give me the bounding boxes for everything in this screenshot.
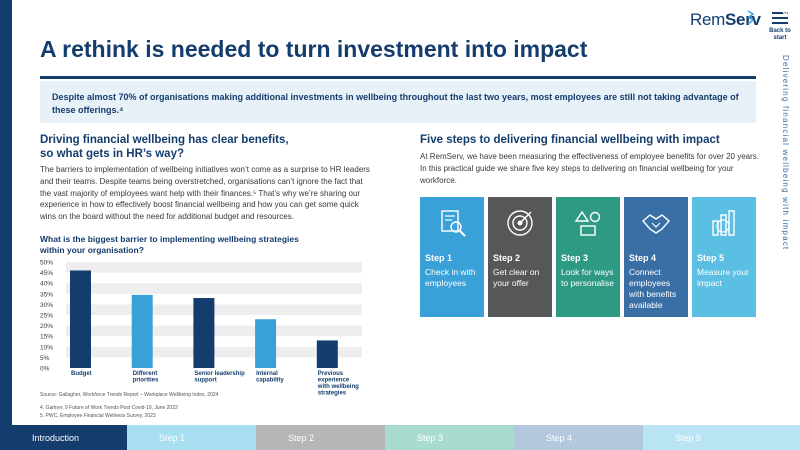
step-text: Get clear on your offer	[493, 267, 540, 288]
back-label-2: start	[773, 35, 787, 41]
x-category-label: Budget	[71, 371, 92, 377]
handshake-icon	[642, 214, 670, 234]
y-tick-label: 5%	[40, 355, 50, 362]
left-heading-line2: so what gets in HR’s way?	[40, 148, 184, 160]
nav-tab-step-2[interactable]: Step 2	[256, 425, 385, 450]
steps-row: Step 1 Check in with employees Step 2 Get c…	[420, 197, 756, 317]
step-title: Step 3	[561, 253, 589, 263]
nav-tab-step-5[interactable]: Step 5	[643, 425, 800, 450]
x-category-label: experience	[318, 378, 350, 384]
y-tick-label: 15%	[40, 334, 53, 341]
footnotes: 4. Gartner, 9 Future of Work Trends Post…	[40, 404, 178, 420]
x-category-label: Different	[133, 371, 158, 377]
y-tick-label: 0%	[40, 366, 50, 373]
left-accent-bar	[0, 0, 12, 425]
x-category-label: Previous	[318, 371, 344, 377]
bar-chart-icon	[712, 210, 735, 236]
nav-tab-step-1[interactable]: Step 1	[127, 425, 256, 450]
x-category-label: strategies	[318, 391, 347, 397]
step-title: Step 4	[629, 253, 657, 263]
bottom-navigation: Introduction Step 1 Step 2 Step 3 Step 4 Step…	[0, 425, 800, 450]
intro-statement: Despite almost 70% of organisations maki…	[40, 81, 756, 123]
bar	[70, 270, 91, 368]
x-category-label: with wellbeing	[317, 384, 359, 390]
y-tick-label: 20%	[40, 323, 53, 330]
chart-title: What is the biggest barrier to implement…	[40, 234, 360, 255]
title-divider	[40, 76, 756, 79]
step-title: Step 1	[425, 253, 453, 263]
step-card-2[interactable]: Step 2 Get clear on your offer	[488, 197, 552, 317]
logo-bold: Serv	[725, 10, 761, 29]
chart-svg: 0% 5% 10% 15% 20% 25% 30% 35% 40% 45% 50% Budget Dif…	[40, 260, 362, 397]
bar	[316, 340, 338, 368]
x-category-label: capability	[256, 378, 284, 384]
step-card-5[interactable]: Step 5 Measure your impact	[692, 197, 756, 317]
nav-tab-step-3[interactable]: Step 3	[385, 425, 514, 450]
y-tick-label: 25%	[40, 313, 53, 320]
left-paragraph: The barriers to implementation of wellbe…	[40, 165, 370, 222]
bar	[255, 319, 277, 368]
step-card-3[interactable]: Step 3 Look for ways to personalise	[556, 197, 620, 317]
menu-icon[interactable]	[772, 12, 788, 24]
logo-regular: Rem	[690, 10, 725, 29]
step-text: Measure your impact	[697, 267, 749, 288]
x-category-label: support	[194, 378, 216, 384]
x-category-label: priorities	[133, 378, 159, 384]
step-card-1[interactable]: Step 1 Check in with employees	[420, 197, 484, 317]
footnote-5: 5. PWC, Employee Financial Wellness Surv…	[40, 413, 156, 419]
y-tick-label: 50%	[40, 260, 53, 267]
nav-tab-introduction[interactable]: Introduction	[0, 425, 127, 450]
step-text: Look for ways to personalise	[561, 267, 614, 288]
side-panel: Back to start Delivering financial wellb…	[760, 0, 800, 425]
y-tick-label: 35%	[40, 291, 53, 298]
x-category-label: Senior leadership	[194, 371, 245, 377]
grid-band	[66, 283, 362, 294]
step-text: Connect employees with benefits availabl…	[629, 267, 677, 310]
barrier-bar-chart: 0% 5% 10% 15% 20% 25% 30% 35% 40% 45% 50% Budget Dif…	[40, 258, 370, 398]
section-vertical-title: Delivering financial wellbeing with impa…	[781, 55, 790, 251]
y-tick-label: 10%	[40, 344, 53, 351]
shapes-icon	[574, 210, 601, 236]
step-title: Step 5	[697, 253, 725, 263]
step-text: Check in with employees	[425, 267, 476, 288]
step-title: Step 2	[493, 253, 521, 263]
footnote-4: 4. Gartner, 9 Future of Work Trends Post…	[40, 405, 178, 411]
magnifier-document-icon	[441, 210, 466, 237]
left-heading: Driving financial wellbeing has clear be…	[40, 133, 340, 161]
y-tick-label: 45%	[40, 270, 53, 277]
right-heading: Five steps to delivering financial wellb…	[420, 134, 720, 146]
y-tick-label: 30%	[40, 302, 53, 309]
nav-tab-step-4[interactable]: Step 4	[514, 425, 643, 450]
step-card-4[interactable]: Step 4 Connect employees with benefits av…	[624, 197, 688, 317]
chart-source: Source: Gallagher, Workforce Trends Repo…	[40, 392, 219, 398]
logo-mark-icon	[747, 10, 754, 25]
back-label-1: Back to	[769, 28, 791, 34]
x-category-label: Internal	[256, 371, 278, 377]
bar	[131, 294, 153, 368]
bar	[193, 298, 215, 368]
grid-band	[66, 262, 362, 273]
right-paragraph: At RemServ, we have been measuring the e…	[420, 152, 759, 185]
back-to-start-link[interactable]: Back to start	[762, 28, 798, 42]
target-icon	[507, 210, 533, 236]
page-number: 3	[782, 6, 788, 17]
y-tick-label: 40%	[40, 281, 53, 288]
left-heading-line1: Driving financial wellbeing has clear be…	[40, 134, 289, 146]
page-title: A rethink is needed to turn investment i…	[40, 36, 588, 62]
chart-title-line1: What is the biggest barrier to implement…	[40, 234, 299, 244]
chart-title-line2: within your organisation?	[40, 244, 144, 255]
